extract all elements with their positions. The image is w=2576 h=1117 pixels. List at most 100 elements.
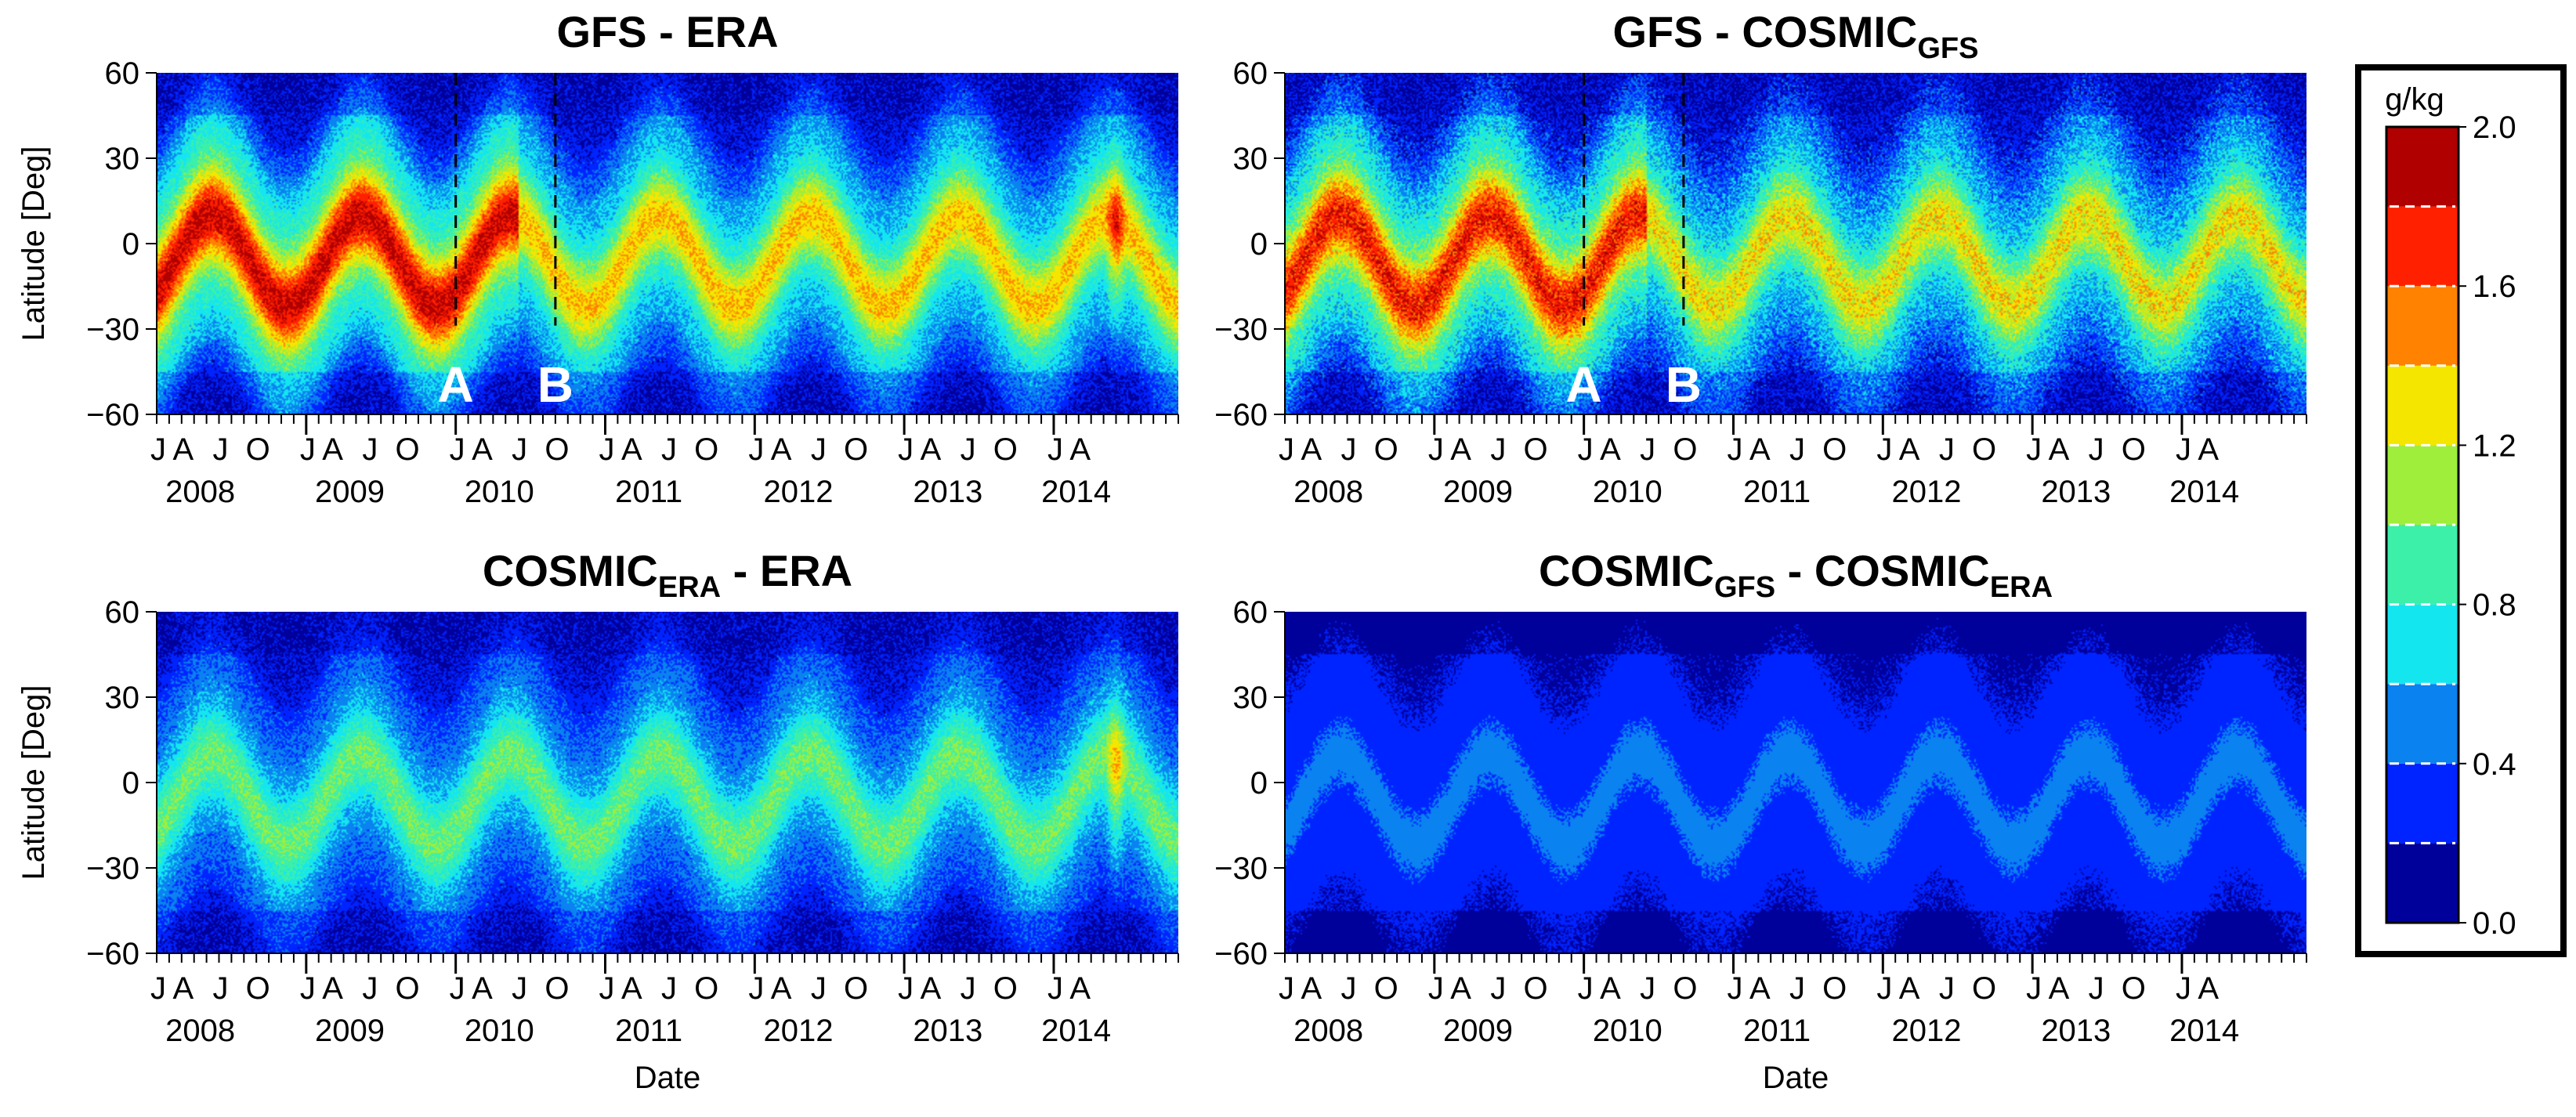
colorbar-bin <box>2386 525 2458 605</box>
x-tick-label: O <box>1374 971 1398 1006</box>
x-tick-label: O <box>246 971 270 1006</box>
x-tick-label: J <box>811 432 827 467</box>
y-axis-label: Latitude [Deg] <box>16 685 51 880</box>
x-tick-label: J <box>2176 432 2191 467</box>
x-tick-label: A <box>921 432 942 467</box>
y-tick-label: −30 <box>86 851 139 886</box>
y-tick-label: −60 <box>1214 937 1268 971</box>
x-tick-label: A <box>1450 432 1471 467</box>
x-tick-label: O <box>1673 971 1697 1006</box>
x-axis-label: Date <box>1763 1061 1829 1095</box>
x-tick-label: O <box>545 971 569 1006</box>
x-year-label: 2010 <box>1593 1014 1662 1048</box>
x-tick-label: A <box>1301 971 1322 1006</box>
colorbar-bin <box>2386 445 2458 525</box>
x-year-label: 2014 <box>2169 475 2239 509</box>
x-year-label: 2012 <box>763 1014 833 1048</box>
x-tick-label: J <box>450 971 465 1006</box>
x-tick-label: O <box>1822 971 1847 1006</box>
y-tick-label: 60 <box>105 595 140 630</box>
x-tick-label: J <box>150 971 166 1006</box>
x-tick-label: O <box>395 971 419 1006</box>
x-tick-label: O <box>1972 432 1996 467</box>
x-year-label: 2012 <box>1891 1014 1961 1048</box>
x-tick-label: A <box>2198 971 2219 1006</box>
x-tick-label: O <box>246 432 270 467</box>
y-tick-label: −60 <box>86 937 139 971</box>
colorbar-tick-label: 0.8 <box>2473 588 2516 623</box>
x-tick-label: J <box>300 432 316 467</box>
x-tick-label: A <box>172 432 194 467</box>
x-tick-label: O <box>993 432 1018 467</box>
y-tick-label: 30 <box>105 142 140 176</box>
x-tick-label: A <box>921 971 942 1006</box>
x-year-label: 2010 <box>465 475 534 509</box>
y-tick-label: 60 <box>1233 595 1268 630</box>
x-year-label: 2008 <box>1293 475 1363 509</box>
x-tick-label: O <box>993 971 1018 1006</box>
x-tick-label: A <box>1749 971 1771 1006</box>
event-label: A <box>1566 356 1602 413</box>
panel-title: COSMICERA - ERA <box>483 546 852 604</box>
x-tick-label: J <box>661 432 677 467</box>
x-year-label: 2013 <box>913 1014 982 1048</box>
panel-title: GFS - ERA <box>556 7 778 56</box>
x-tick-label: A <box>1899 432 1920 467</box>
x-tick-label: A <box>2049 432 2070 467</box>
colorbar-unit: g/kg <box>2385 82 2444 117</box>
y-tick-label: 30 <box>1233 681 1268 715</box>
x-tick-label: J <box>961 432 976 467</box>
colorbar-outline <box>2385 125 2460 924</box>
heatmap-canvas <box>157 612 1178 953</box>
panel-title: COSMICGFS - COSMICERA <box>1539 546 2053 604</box>
y-tick-label: 30 <box>1233 142 1268 176</box>
x-tick-label: O <box>395 432 419 467</box>
x-tick-label: J <box>1490 971 1506 1006</box>
x-year-label: 2011 <box>615 475 682 509</box>
x-tick-label: J <box>150 432 166 467</box>
x-tick-label: A <box>1450 971 1471 1006</box>
x-tick-label: J <box>1727 971 1742 1006</box>
x-tick-label: J <box>2026 971 2042 1006</box>
colorbar-tick-label: 1.6 <box>2473 269 2516 304</box>
x-tick-label: J <box>1939 432 1955 467</box>
y-tick-label: −60 <box>1214 398 1268 432</box>
x-year-label: 2013 <box>2041 475 2111 509</box>
event-label: B <box>537 356 573 413</box>
x-year-label: 2011 <box>615 1014 682 1048</box>
x-year-label: 2009 <box>1443 1014 1513 1048</box>
x-tick-label: J <box>961 971 976 1006</box>
x-tick-label: A <box>1069 432 1091 467</box>
y-tick-label: 0 <box>122 227 139 262</box>
x-tick-label: A <box>1749 432 1771 467</box>
x-year-label: 2014 <box>1041 475 1111 509</box>
x-tick-label: J <box>1939 971 1955 1006</box>
x-tick-label: J <box>362 971 378 1006</box>
panel-title: GFS - COSMICGFS <box>1612 7 1978 65</box>
colorbar-bin <box>2386 127 2458 207</box>
x-tick-label: J <box>898 971 914 1006</box>
x-year-label: 2009 <box>315 1014 385 1048</box>
x-tick-label: A <box>621 971 642 1006</box>
x-year-label: 2008 <box>165 475 235 509</box>
heatmap-canvas <box>1285 73 2306 414</box>
x-tick-label: O <box>1523 432 1547 467</box>
x-year-label: 2012 <box>1891 475 1961 509</box>
event-label: A <box>438 356 474 413</box>
x-tick-label: J <box>1279 971 1294 1006</box>
x-tick-label: J <box>1876 971 1892 1006</box>
x-year-label: 2013 <box>913 475 982 509</box>
x-tick-label: A <box>472 432 493 467</box>
x-tick-label: J <box>1789 971 1805 1006</box>
x-tick-label: J <box>1876 432 1892 467</box>
x-tick-label: J <box>599 432 614 467</box>
colorbar-bin <box>2386 286 2458 366</box>
x-tick-label: A <box>472 971 493 1006</box>
colorbar-bin <box>2386 843 2458 923</box>
x-tick-label: O <box>2122 971 2146 1006</box>
x-tick-label: A <box>1301 432 1322 467</box>
